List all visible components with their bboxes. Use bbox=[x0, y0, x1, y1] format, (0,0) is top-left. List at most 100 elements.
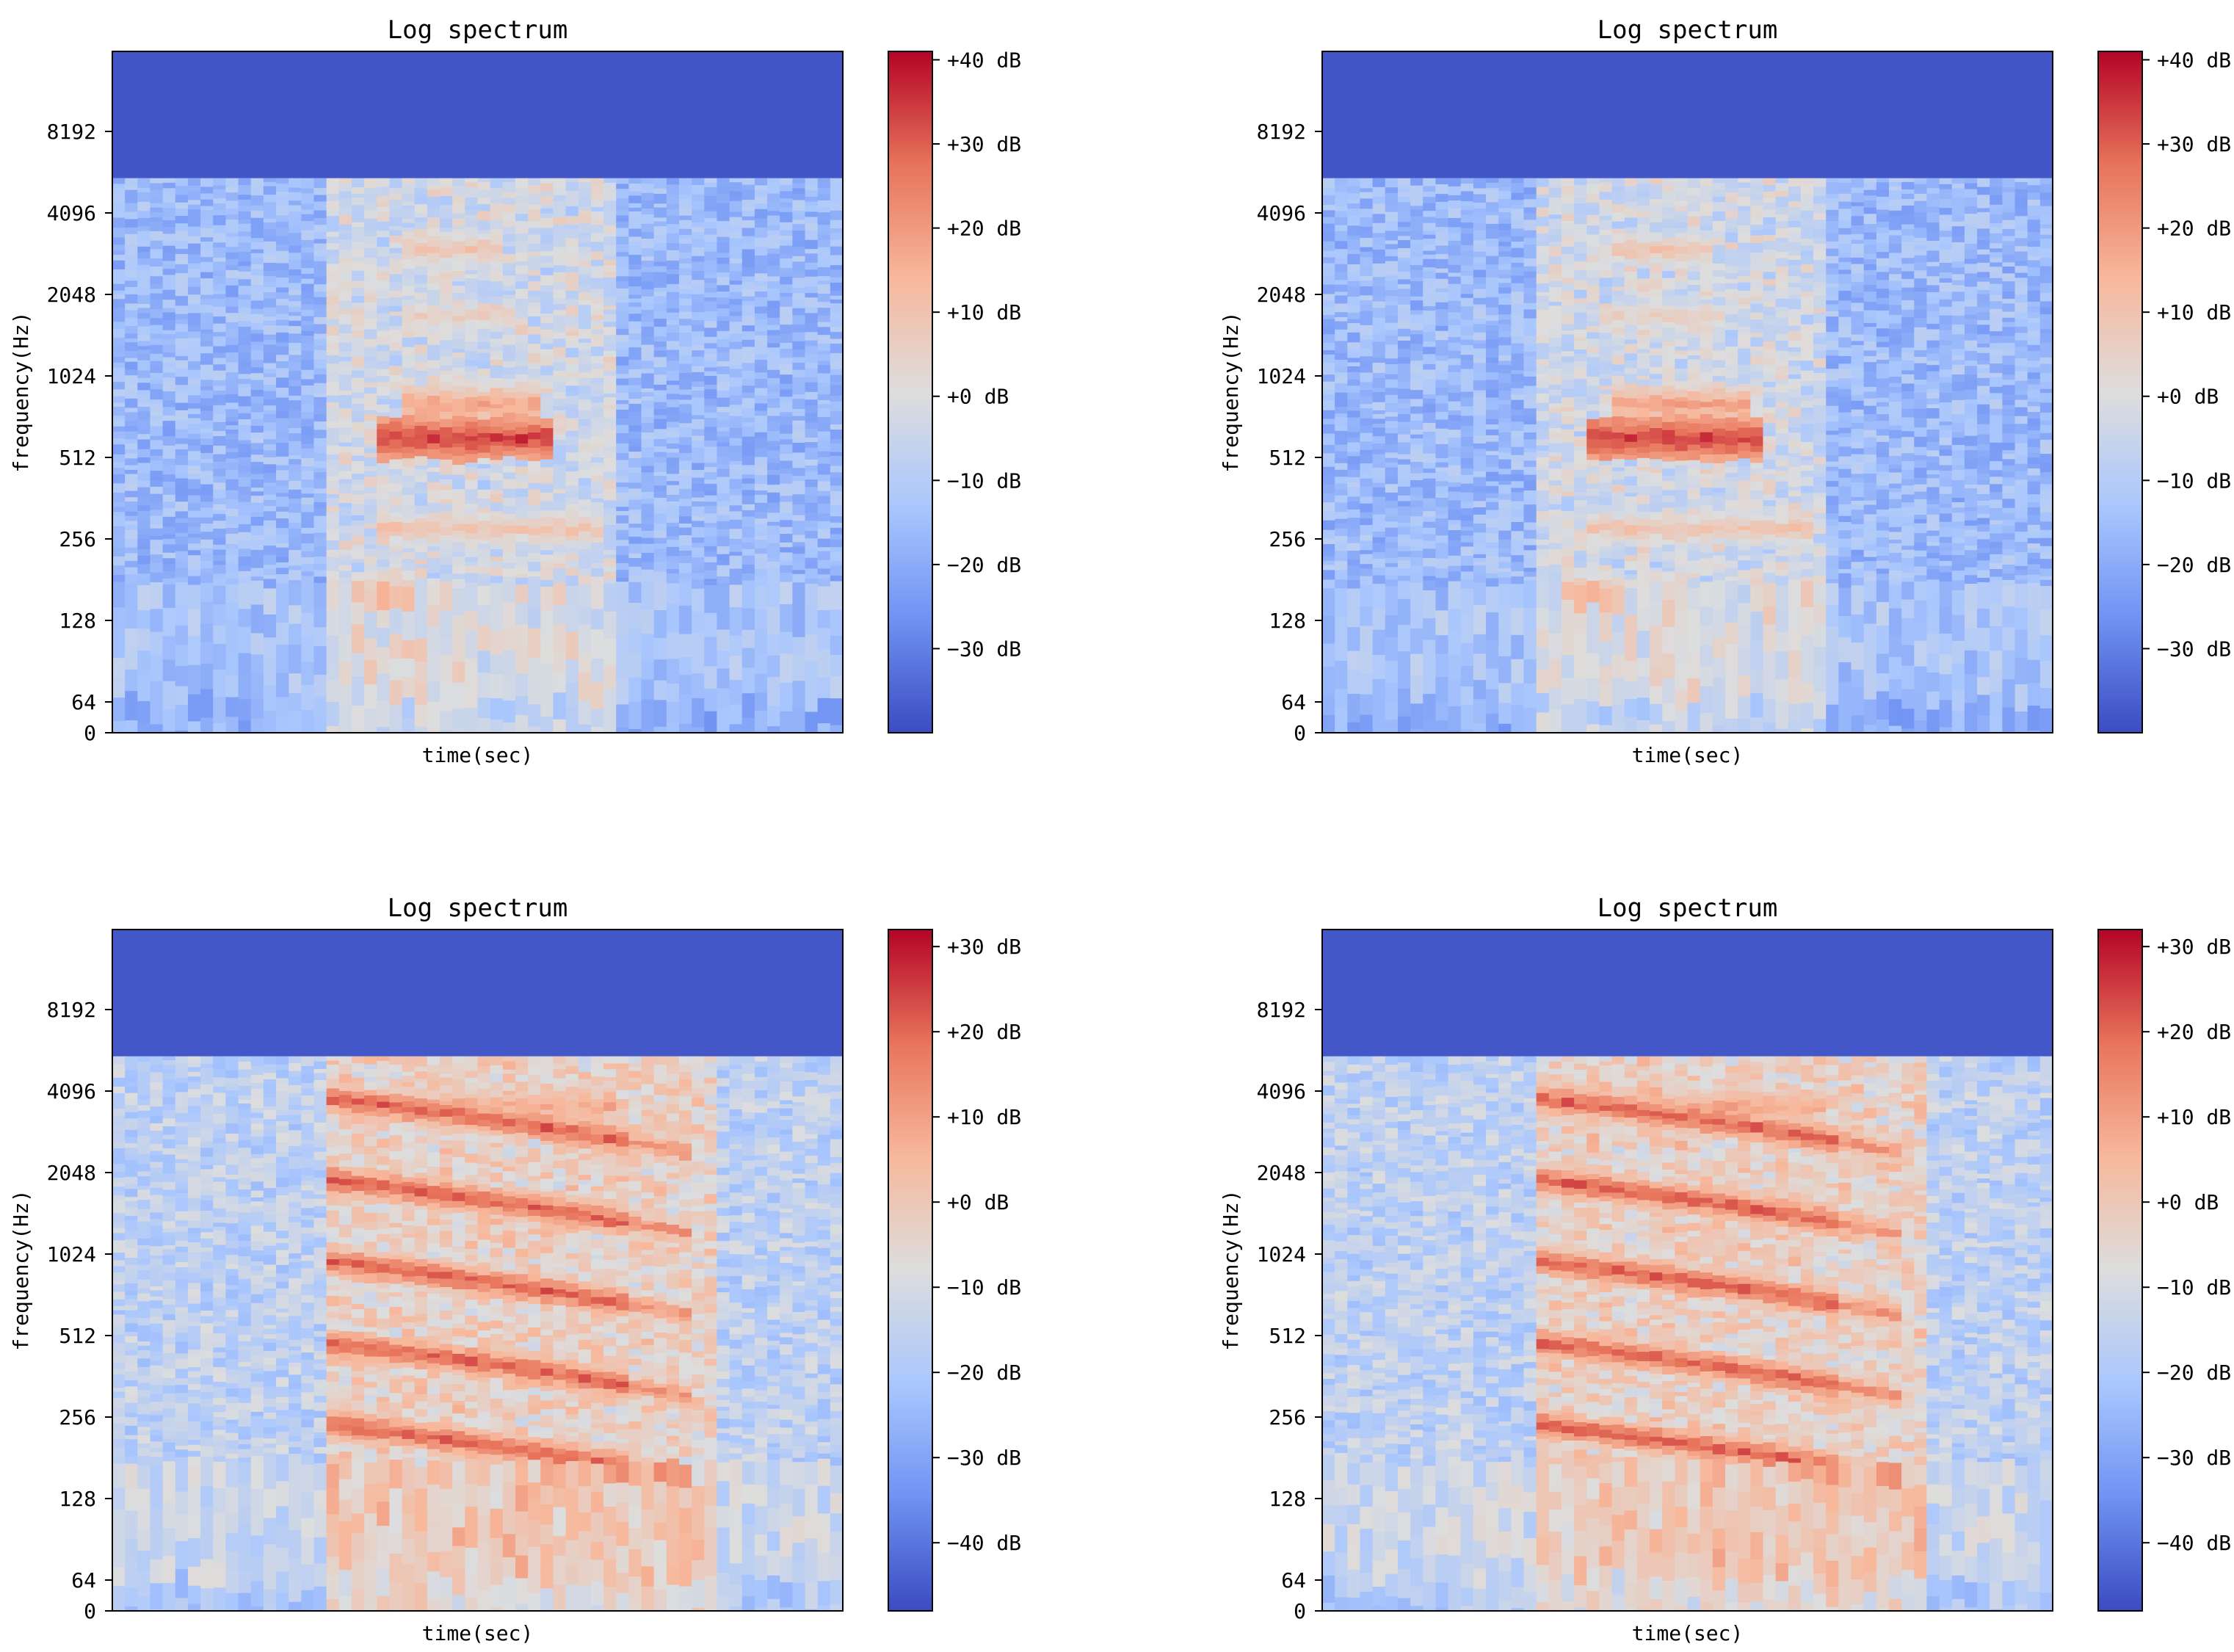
cell bbox=[1460, 206, 1474, 211]
cell bbox=[805, 684, 819, 712]
cell bbox=[653, 513, 667, 524]
cell bbox=[477, 230, 491, 234]
cell bbox=[805, 346, 819, 354]
cell bbox=[780, 526, 793, 535]
cell bbox=[351, 545, 365, 551]
cell bbox=[805, 422, 819, 430]
cell bbox=[1536, 233, 1550, 243]
cell bbox=[754, 438, 768, 449]
cell bbox=[641, 352, 655, 361]
cell bbox=[590, 218, 604, 225]
cell bbox=[162, 366, 176, 373]
cell bbox=[678, 488, 692, 499]
cell bbox=[490, 549, 504, 557]
cell bbox=[213, 669, 226, 698]
cell bbox=[628, 576, 642, 583]
cell bbox=[578, 549, 592, 555]
cell bbox=[1322, 667, 1335, 696]
cell bbox=[540, 438, 554, 447]
cell bbox=[653, 476, 667, 486]
cell bbox=[767, 561, 780, 568]
cell bbox=[112, 483, 126, 493]
cell bbox=[490, 355, 504, 361]
cell bbox=[666, 560, 680, 570]
cell bbox=[616, 534, 629, 540]
cell bbox=[565, 510, 579, 520]
cell bbox=[603, 534, 617, 545]
cell bbox=[125, 350, 138, 359]
cell bbox=[238, 413, 252, 420]
cell bbox=[490, 719, 504, 733]
cell bbox=[1460, 565, 1474, 572]
cell bbox=[729, 495, 743, 506]
cell bbox=[490, 309, 504, 319]
cell bbox=[805, 606, 819, 634]
cell bbox=[1486, 278, 1499, 288]
cell bbox=[565, 706, 579, 733]
cell bbox=[704, 570, 718, 579]
cell bbox=[427, 459, 440, 468]
cell bbox=[225, 543, 239, 549]
cell bbox=[137, 308, 151, 314]
cell bbox=[1360, 209, 1374, 218]
cell bbox=[666, 204, 680, 210]
cell bbox=[1410, 296, 1424, 301]
cell bbox=[792, 476, 806, 482]
cell bbox=[616, 210, 629, 216]
cell bbox=[754, 609, 768, 629]
cell bbox=[225, 528, 239, 535]
cell bbox=[452, 293, 465, 301]
cell bbox=[578, 574, 592, 585]
cell bbox=[263, 450, 277, 458]
cell bbox=[1335, 661, 1348, 689]
cell bbox=[1536, 245, 1550, 256]
cell bbox=[125, 361, 138, 370]
cell bbox=[414, 243, 428, 247]
cell bbox=[427, 283, 440, 291]
cell bbox=[364, 514, 377, 525]
cell bbox=[704, 211, 718, 219]
cell bbox=[200, 642, 214, 664]
cell bbox=[1460, 546, 1474, 557]
cell bbox=[213, 198, 226, 204]
cell bbox=[1486, 239, 1499, 247]
cell bbox=[338, 178, 352, 184]
cell bbox=[540, 446, 554, 452]
cell bbox=[351, 222, 365, 228]
cell bbox=[414, 552, 428, 560]
cell bbox=[1410, 178, 1424, 186]
cell bbox=[603, 565, 617, 573]
cell bbox=[692, 537, 705, 543]
cell bbox=[692, 312, 705, 321]
cell bbox=[326, 421, 340, 429]
cell bbox=[150, 550, 164, 555]
cell bbox=[112, 512, 126, 517]
cell bbox=[125, 303, 138, 311]
cell bbox=[1335, 561, 1348, 567]
cell bbox=[590, 527, 604, 538]
cell bbox=[1322, 438, 1335, 446]
cell bbox=[805, 184, 819, 191]
cell bbox=[364, 398, 377, 407]
cell bbox=[1486, 223, 1499, 229]
cell bbox=[402, 570, 416, 581]
cell bbox=[301, 360, 315, 371]
cell bbox=[578, 724, 592, 733]
cell bbox=[666, 632, 680, 659]
cell bbox=[717, 565, 730, 571]
cell bbox=[704, 483, 718, 491]
cell bbox=[578, 438, 592, 444]
cell bbox=[666, 568, 680, 574]
cell bbox=[780, 333, 793, 344]
cell bbox=[515, 406, 529, 414]
cell bbox=[414, 353, 428, 363]
cell bbox=[225, 717, 239, 733]
cell bbox=[313, 570, 327, 577]
cell bbox=[1423, 267, 1436, 272]
cell bbox=[1473, 605, 1487, 635]
cell bbox=[225, 269, 239, 279]
cell bbox=[603, 709, 617, 728]
cell bbox=[1435, 201, 1449, 210]
cell bbox=[490, 261, 504, 267]
cell bbox=[603, 423, 617, 430]
